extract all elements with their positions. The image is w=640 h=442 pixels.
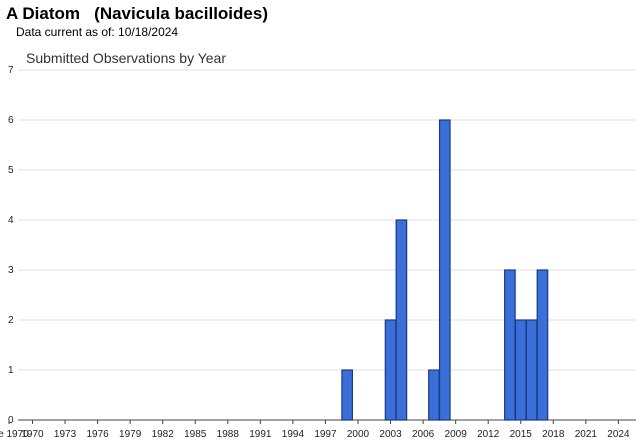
x-tick-label: 1997 — [314, 429, 337, 440]
y-tick-label: 4 — [8, 215, 14, 226]
x-tick-label: 1994 — [282, 429, 305, 440]
x-tick-label: 2012 — [477, 429, 500, 440]
y-tick-label: 2 — [8, 315, 14, 326]
y-tick-label: 3 — [8, 265, 14, 276]
chart-title: Submitted Observations by Year — [26, 50, 226, 66]
bar-2014 — [504, 269, 516, 421]
y-tick-label: 7 — [8, 65, 14, 76]
x-tick-label: 1982 — [152, 429, 175, 440]
x-tick-label: 2021 — [575, 429, 598, 440]
y-tick-label: 5 — [8, 165, 14, 176]
x-tick-label: pre 1970 — [0, 429, 29, 440]
x-tick-label: 1973 — [54, 429, 77, 440]
x-tick-label: 1976 — [86, 429, 109, 440]
x-tick-label: 2006 — [412, 429, 435, 440]
x-tick-label: 1991 — [249, 429, 272, 440]
page-title: A Diatom (Navicula bacilloides) — [6, 4, 268, 23]
x-tick-label: 1970 — [21, 429, 44, 440]
x-tick-label: 1985 — [184, 429, 207, 440]
bar-1999 — [341, 369, 353, 421]
x-tick-label: 2000 — [347, 429, 370, 440]
y-tick-label: 1 — [8, 365, 14, 376]
bar-2008 — [438, 119, 451, 421]
x-tick-label: 2003 — [379, 429, 402, 440]
data-current-label: Data current as of: 10/18/2024 — [16, 25, 179, 39]
bar-2007 — [428, 369, 440, 421]
bar-2017 — [536, 269, 549, 421]
bar-2003 — [384, 319, 397, 421]
y-tick-label: 0 — [8, 415, 14, 426]
bar-2016 — [525, 319, 538, 421]
y-tick-label: 6 — [8, 115, 14, 126]
x-tick-label: 2009 — [445, 429, 468, 440]
x-tick-label: 2015 — [510, 429, 533, 440]
x-tick-label: 1988 — [217, 429, 240, 440]
x-tick-label: 2018 — [542, 429, 565, 440]
x-tick-label: 2024 — [607, 429, 630, 440]
bar-2004 — [395, 219, 408, 421]
x-tick-label: 1979 — [119, 429, 142, 440]
bar-2015 — [514, 319, 527, 421]
